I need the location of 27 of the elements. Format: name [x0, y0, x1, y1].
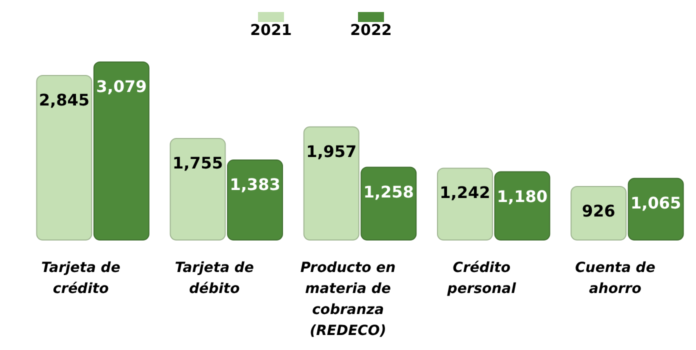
x-tick-label: Tarjeta de crédito [41, 260, 120, 297]
legend-label: 2021 [250, 21, 292, 39]
bar [227, 160, 284, 240]
bar [360, 166, 417, 240]
bar [494, 171, 550, 240]
data-label: 2,845 [38, 90, 90, 110]
data-label: 1,242 [440, 183, 490, 202]
data-label: 1,957 [306, 142, 357, 161]
bar [36, 75, 92, 240]
bar [303, 126, 360, 240]
x-tick-label: Tarjeta de débito [174, 260, 254, 297]
x-tick-label: Producto en materia de cobranza (REDECO) [300, 260, 396, 339]
bar [170, 138, 226, 240]
data-label: 3,079 [96, 77, 147, 96]
x-tick-label: Cuenta de ahorro [575, 260, 656, 297]
bar [570, 186, 627, 240]
bar [628, 178, 684, 240]
bar [436, 168, 493, 240]
data-label: 1,065 [630, 193, 682, 212]
legend-label: 2022 [350, 21, 392, 39]
bar [93, 62, 150, 240]
data-label: 1,258 [363, 182, 414, 202]
data-label: 1,755 [172, 154, 224, 173]
data-label: 926 [582, 201, 616, 220]
data-label: 1,180 [496, 186, 548, 206]
x-tick-label: Crédito personal [446, 260, 516, 297]
data-label: 1,383 [230, 175, 280, 194]
